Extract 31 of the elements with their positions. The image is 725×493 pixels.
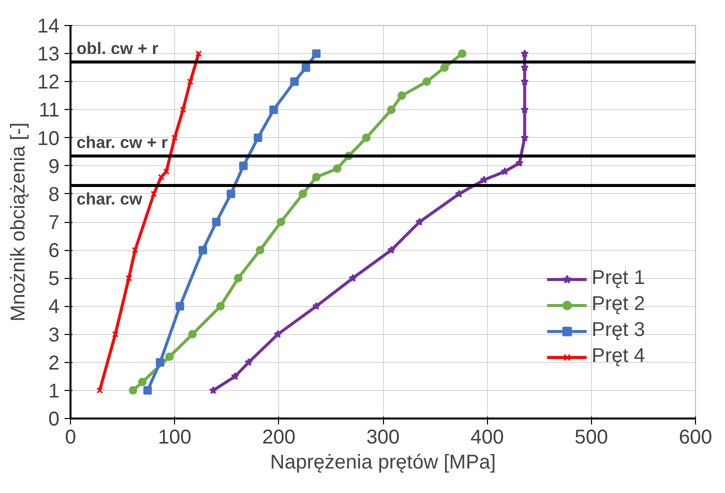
y-tick-label: 7 (48, 212, 60, 234)
y-tick-label: 3 (48, 324, 60, 346)
x-axis-title: Naprężenia prętów [MPa] (270, 452, 496, 474)
y-tick-label: 6 (48, 240, 60, 262)
y-tick-label: 12 (37, 72, 60, 94)
y-tick-label: 9 (48, 156, 60, 178)
x-tick-label: 500 (574, 426, 608, 448)
legend-label: Pręt 2 (592, 293, 645, 316)
x-tick-label: 200 (262, 426, 296, 448)
y-tick-label: 0 (48, 408, 60, 430)
ref-line-label: char. cw (76, 190, 142, 209)
x-tick-label: 0 (64, 426, 76, 448)
legend-label: Pręt 4 (592, 345, 645, 368)
y-tick-label: 8 (48, 184, 60, 206)
legend-label: Pręt 3 (592, 319, 645, 342)
legend-label: Pręt 1 (592, 267, 645, 290)
y-tick-label: 4 (48, 296, 60, 318)
x-tick-label: 400 (470, 426, 504, 448)
ref-line-label: obl. cw + r (76, 38, 159, 58)
y-axis-title: Mnożnik obciążenia [-] (7, 122, 30, 322)
y-tick-label: 13 (37, 44, 60, 66)
x-tick-label: 300 (366, 426, 400, 448)
y-tick-label: 2 (48, 352, 60, 374)
x-tick-label: 100 (158, 426, 192, 448)
y-tick-label: 11 (38, 100, 60, 122)
x-tick-label: 600 (678, 426, 712, 448)
y-tick-label: 1 (48, 380, 60, 402)
y-tick-label: 10 (37, 128, 60, 150)
y-tick-label: 14 (37, 16, 60, 38)
ref-line-label: char. cw + r (76, 133, 168, 152)
y-tick-label: 5 (48, 268, 60, 290)
